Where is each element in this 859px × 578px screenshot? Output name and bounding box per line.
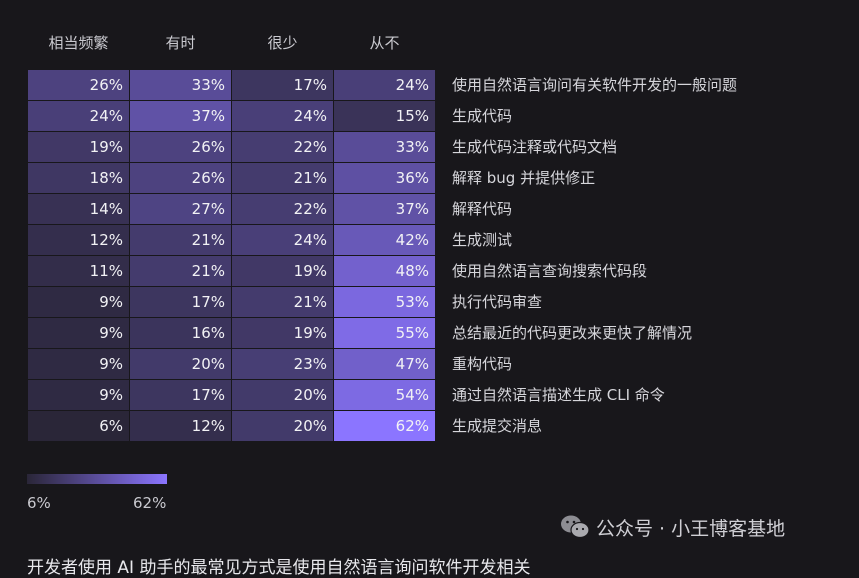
- heatmap-cell: 27%: [130, 194, 231, 224]
- row-label: 执行代码审查: [452, 293, 543, 311]
- heatmap-cell: 20%: [232, 411, 333, 441]
- heatmap-cell: 9%: [28, 380, 129, 410]
- heatmap-cell: 20%: [232, 380, 333, 410]
- color-scale-min-label: 6%: [27, 494, 51, 512]
- heatmap-cell: 37%: [130, 101, 231, 131]
- row-label: 通过自然语言描述生成 CLI 命令: [452, 386, 665, 404]
- column-header: 相当频繁: [48, 34, 109, 52]
- column-header: 从不: [369, 34, 400, 52]
- heatmap-cell: 21%: [232, 287, 333, 317]
- heatmap-cell: 26%: [28, 70, 129, 100]
- heatmap-cell: 16%: [130, 318, 231, 348]
- heatmap-cell: 14%: [28, 194, 129, 224]
- heatmap-cell: 21%: [232, 163, 333, 193]
- column-header: 有时: [165, 34, 196, 52]
- heatmap-cell: 23%: [232, 349, 333, 379]
- heatmap-cell: 26%: [130, 163, 231, 193]
- row-label: 生成代码: [452, 107, 513, 125]
- heatmap-cell: 17%: [130, 287, 231, 317]
- heatmap-cell: 19%: [232, 318, 333, 348]
- heatmap-cell: 17%: [130, 380, 231, 410]
- wechat-icon: [561, 515, 590, 539]
- chart-area: 相当频繁 有时 很少 从不 26% 33% 17% 24% 24% 37% 24% 15% 19% 26…: [27, 34, 785, 578]
- heatmap-cell: 33%: [130, 70, 231, 100]
- row-label: 解释代码: [452, 200, 513, 218]
- heatmap-cell: 55%: [334, 318, 435, 348]
- watermark: 公众号 · 小王博客基地: [560, 512, 785, 542]
- heatmap-cell: 54%: [334, 380, 435, 410]
- heatmap-cell: 9%: [28, 287, 129, 317]
- heatmap-cell: 20%: [130, 349, 231, 379]
- heatmap-cell: 9%: [28, 349, 129, 379]
- heatmap-cell: 17%: [232, 70, 333, 100]
- row-label: 解释 bug 并提供修正: [452, 169, 596, 187]
- heatmap-cell: 19%: [28, 132, 129, 162]
- heatmap-cell: 33%: [334, 132, 435, 162]
- heatmap-cell: 11%: [28, 256, 129, 286]
- color-scale-max-label: 62%: [133, 494, 167, 512]
- heatmap-cell: 53%: [334, 287, 435, 317]
- heatmap-cell: 6%: [28, 411, 129, 441]
- heatmap-cell: 37%: [334, 194, 435, 224]
- row-label: 生成测试: [452, 231, 513, 249]
- footer-text: 开发者使用 AI 助手的最常见方式是使用自然语言询问软件开发相关: [27, 558, 531, 578]
- heatmap-cell: 47%: [334, 349, 435, 379]
- heatmap-cell: 12%: [130, 411, 231, 441]
- heatmap-cell: 42%: [334, 225, 435, 255]
- heatmap-cell: 18%: [28, 163, 129, 193]
- heatmap-cell: 36%: [334, 163, 435, 193]
- heatmap-cell: 24%: [232, 225, 333, 255]
- heatmap-cell: 22%: [232, 194, 333, 224]
- heatmap-cell: 62%: [334, 411, 435, 441]
- heatmap-cell: 24%: [232, 101, 333, 131]
- column-header: 很少: [267, 34, 298, 52]
- heatmap-cell: 24%: [334, 70, 435, 100]
- heatmap-cell: 12%: [28, 225, 129, 255]
- row-label: 生成代码注释或代码文档: [452, 138, 618, 156]
- heatmap-cell: 9%: [28, 318, 129, 348]
- heatmap-cell: 19%: [232, 256, 333, 286]
- row-label: 重构代码: [452, 355, 513, 373]
- heatmap-cell: 21%: [130, 256, 231, 286]
- heatmap-cell: 48%: [334, 256, 435, 286]
- heatmap-cell: 22%: [232, 132, 333, 162]
- color-scale-bar: [27, 474, 167, 484]
- row-label: 总结最近的代码更改来更快了解情况: [452, 324, 693, 342]
- heatmap-cell: 26%: [130, 132, 231, 162]
- row-label: 生成提交消息: [452, 417, 543, 435]
- heatmap-cell: 15%: [334, 101, 435, 131]
- heatmap-cell: 21%: [130, 225, 231, 255]
- row-label: 使用自然语言查询搜索代码段: [452, 262, 648, 280]
- heatmap-cell: 24%: [28, 101, 129, 131]
- watermark-text: 公众号 · 小王博客基地: [596, 517, 786, 540]
- row-label: 使用自然语言询问有关软件开发的一般问题: [452, 76, 738, 94]
